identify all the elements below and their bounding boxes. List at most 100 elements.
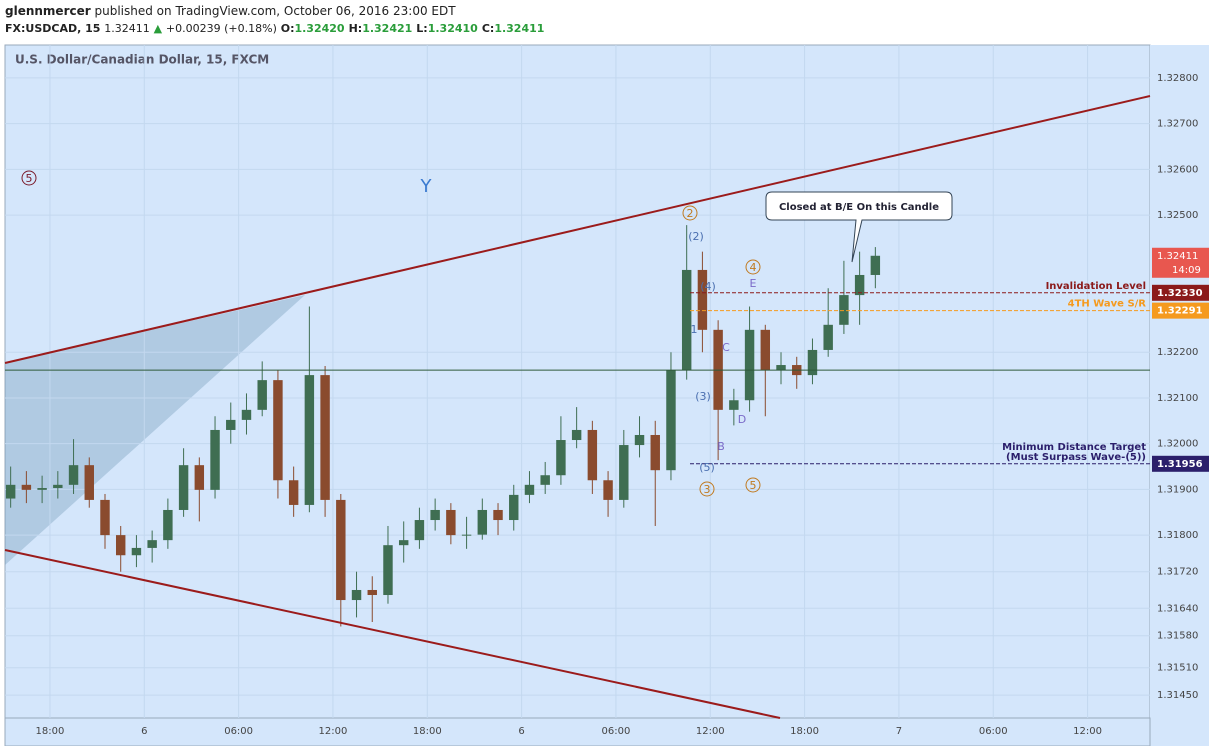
y-tick-label: 1.31640	[1157, 603, 1198, 614]
y-tick-label: 1.31800	[1157, 530, 1198, 541]
x-tick-label: 12:00	[319, 726, 348, 737]
time-axis	[4, 717, 1151, 746]
ohlc-label: L:	[416, 22, 428, 35]
wave-label: (2)	[688, 230, 704, 243]
last-price-label: 1.32411	[1157, 251, 1198, 262]
x-tick-label: 06:00	[602, 726, 631, 737]
price-tag	[1152, 302, 1209, 319]
price-axis	[1150, 45, 1209, 746]
wave-label: Y	[420, 176, 433, 197]
candle-body	[587, 429, 598, 481]
wave-label: 5	[26, 172, 33, 185]
level-name: (Must Surpass Wave-(5))	[1006, 452, 1146, 463]
y-tick-label: 1.31580	[1157, 631, 1198, 642]
candle-body	[194, 465, 205, 490]
wave-circle	[699, 481, 715, 497]
x-tick-label: 6	[518, 726, 524, 737]
candle-body	[131, 547, 142, 556]
header: glennmercer published on TradingView.com…	[5, 2, 548, 38]
candle-body	[823, 324, 833, 350]
x-tick-label: 6	[141, 726, 147, 737]
wave-circle	[682, 205, 698, 221]
level-name: 4TH Wave S/R	[1068, 299, 1147, 310]
candle-body	[367, 589, 377, 596]
candle-body	[524, 484, 535, 495]
ohlc-label: O:	[280, 22, 295, 35]
candle-body	[509, 494, 519, 521]
y-tick-label: 1.32100	[1157, 393, 1198, 404]
candle-body	[729, 400, 739, 410]
candle-body	[666, 370, 676, 471]
ohlc-value: 1.32410	[427, 22, 478, 35]
candle-body	[84, 465, 94, 500]
price-tag-label: 1.32330	[1157, 288, 1203, 299]
wave-label: D	[738, 413, 746, 426]
price-tag-label: 1.31956	[1157, 459, 1203, 470]
candle-body	[540, 475, 550, 485]
x-tick-label: 06:00	[979, 726, 1008, 737]
ohlc-value: 1.32411	[494, 22, 545, 35]
candle-body	[446, 509, 456, 536]
candle-body	[320, 375, 330, 500]
wave-labels: 5 Y 2 (2) (4) 4 E C D B (3) (5) 3 5 1	[21, 170, 761, 497]
x-tick-label: 18:00	[413, 726, 442, 737]
candle-body	[430, 509, 440, 521]
candle-body	[603, 480, 613, 500]
change: +0.00239 (+0.18%)	[165, 22, 277, 35]
candle-body	[115, 535, 126, 556]
author[interactable]: glennmercer	[5, 4, 91, 18]
wave-label: 1	[691, 323, 698, 336]
quote-line: FX:USDCAD, 15 1.32411 ▲ +0.00239 (+0.18%…	[5, 20, 548, 38]
candle-body	[304, 375, 315, 505]
x-tick-label: 12:00	[696, 726, 725, 737]
y-tick-label: 1.32700	[1157, 119, 1198, 130]
candle-body	[5, 484, 16, 499]
candle-body	[634, 434, 645, 446]
x-tick-label: 06:00	[224, 726, 253, 737]
callout-box	[765, 191, 953, 263]
wave-label: 5	[750, 479, 757, 492]
wave-label: 4	[750, 261, 757, 274]
last-price-tag	[1152, 247, 1209, 278]
wave-label: 3	[704, 483, 711, 496]
x-tick-label: 18:00	[36, 726, 65, 737]
y-tick-label: 1.32800	[1157, 73, 1198, 84]
trendline	[4, 95, 1151, 364]
candle-body	[619, 445, 629, 500]
candle-body	[839, 295, 849, 325]
symbol: FX:USDCAD, 15	[5, 22, 101, 35]
level-name: Minimum Distance Target	[1002, 442, 1146, 453]
candle-body	[241, 409, 252, 420]
x-tick-label: 12:00	[1073, 726, 1102, 737]
ohlc-value: 1.32421	[362, 22, 413, 35]
candle-body	[650, 434, 660, 471]
candle-body	[571, 429, 582, 441]
candle-body	[288, 480, 299, 505]
y-tick-label: 1.31900	[1157, 484, 1198, 495]
countdown: 14:09	[1172, 265, 1201, 276]
candle-body	[556, 440, 566, 476]
chart: U.S. Dollar/Canadian Dollar, 15, FXCM 5 …	[4, 44, 1209, 746]
candle-body	[854, 274, 865, 296]
plot-area	[4, 44, 1151, 719]
wave-circle	[745, 477, 761, 493]
callout-text: Closed at B/E On this Candle	[779, 202, 939, 213]
ohlc-label: C:	[481, 22, 495, 35]
candle-body	[257, 380, 267, 410]
y-tick-label: 1.32000	[1157, 439, 1198, 450]
candle-body	[100, 499, 110, 536]
published: published on TradingView.com, October 06…	[94, 4, 456, 18]
y-tick-label: 1.31510	[1157, 663, 1198, 674]
ohlc-value: 1.32420	[294, 22, 345, 35]
y-tick-label: 1.32500	[1157, 210, 1198, 221]
ohlc: O:1.32420 H:1.32421 L:1.32410 C:1.32411	[281, 22, 549, 35]
candle-body	[870, 255, 881, 275]
arrow: ▲	[153, 22, 163, 35]
candle-body	[477, 509, 488, 535]
candle-body	[21, 484, 32, 490]
trendline	[4, 549, 781, 719]
candle-body	[273, 380, 283, 481]
x-tick-label: 7	[896, 726, 902, 737]
wave-label: B	[717, 440, 725, 453]
wave-circle	[21, 170, 37, 186]
